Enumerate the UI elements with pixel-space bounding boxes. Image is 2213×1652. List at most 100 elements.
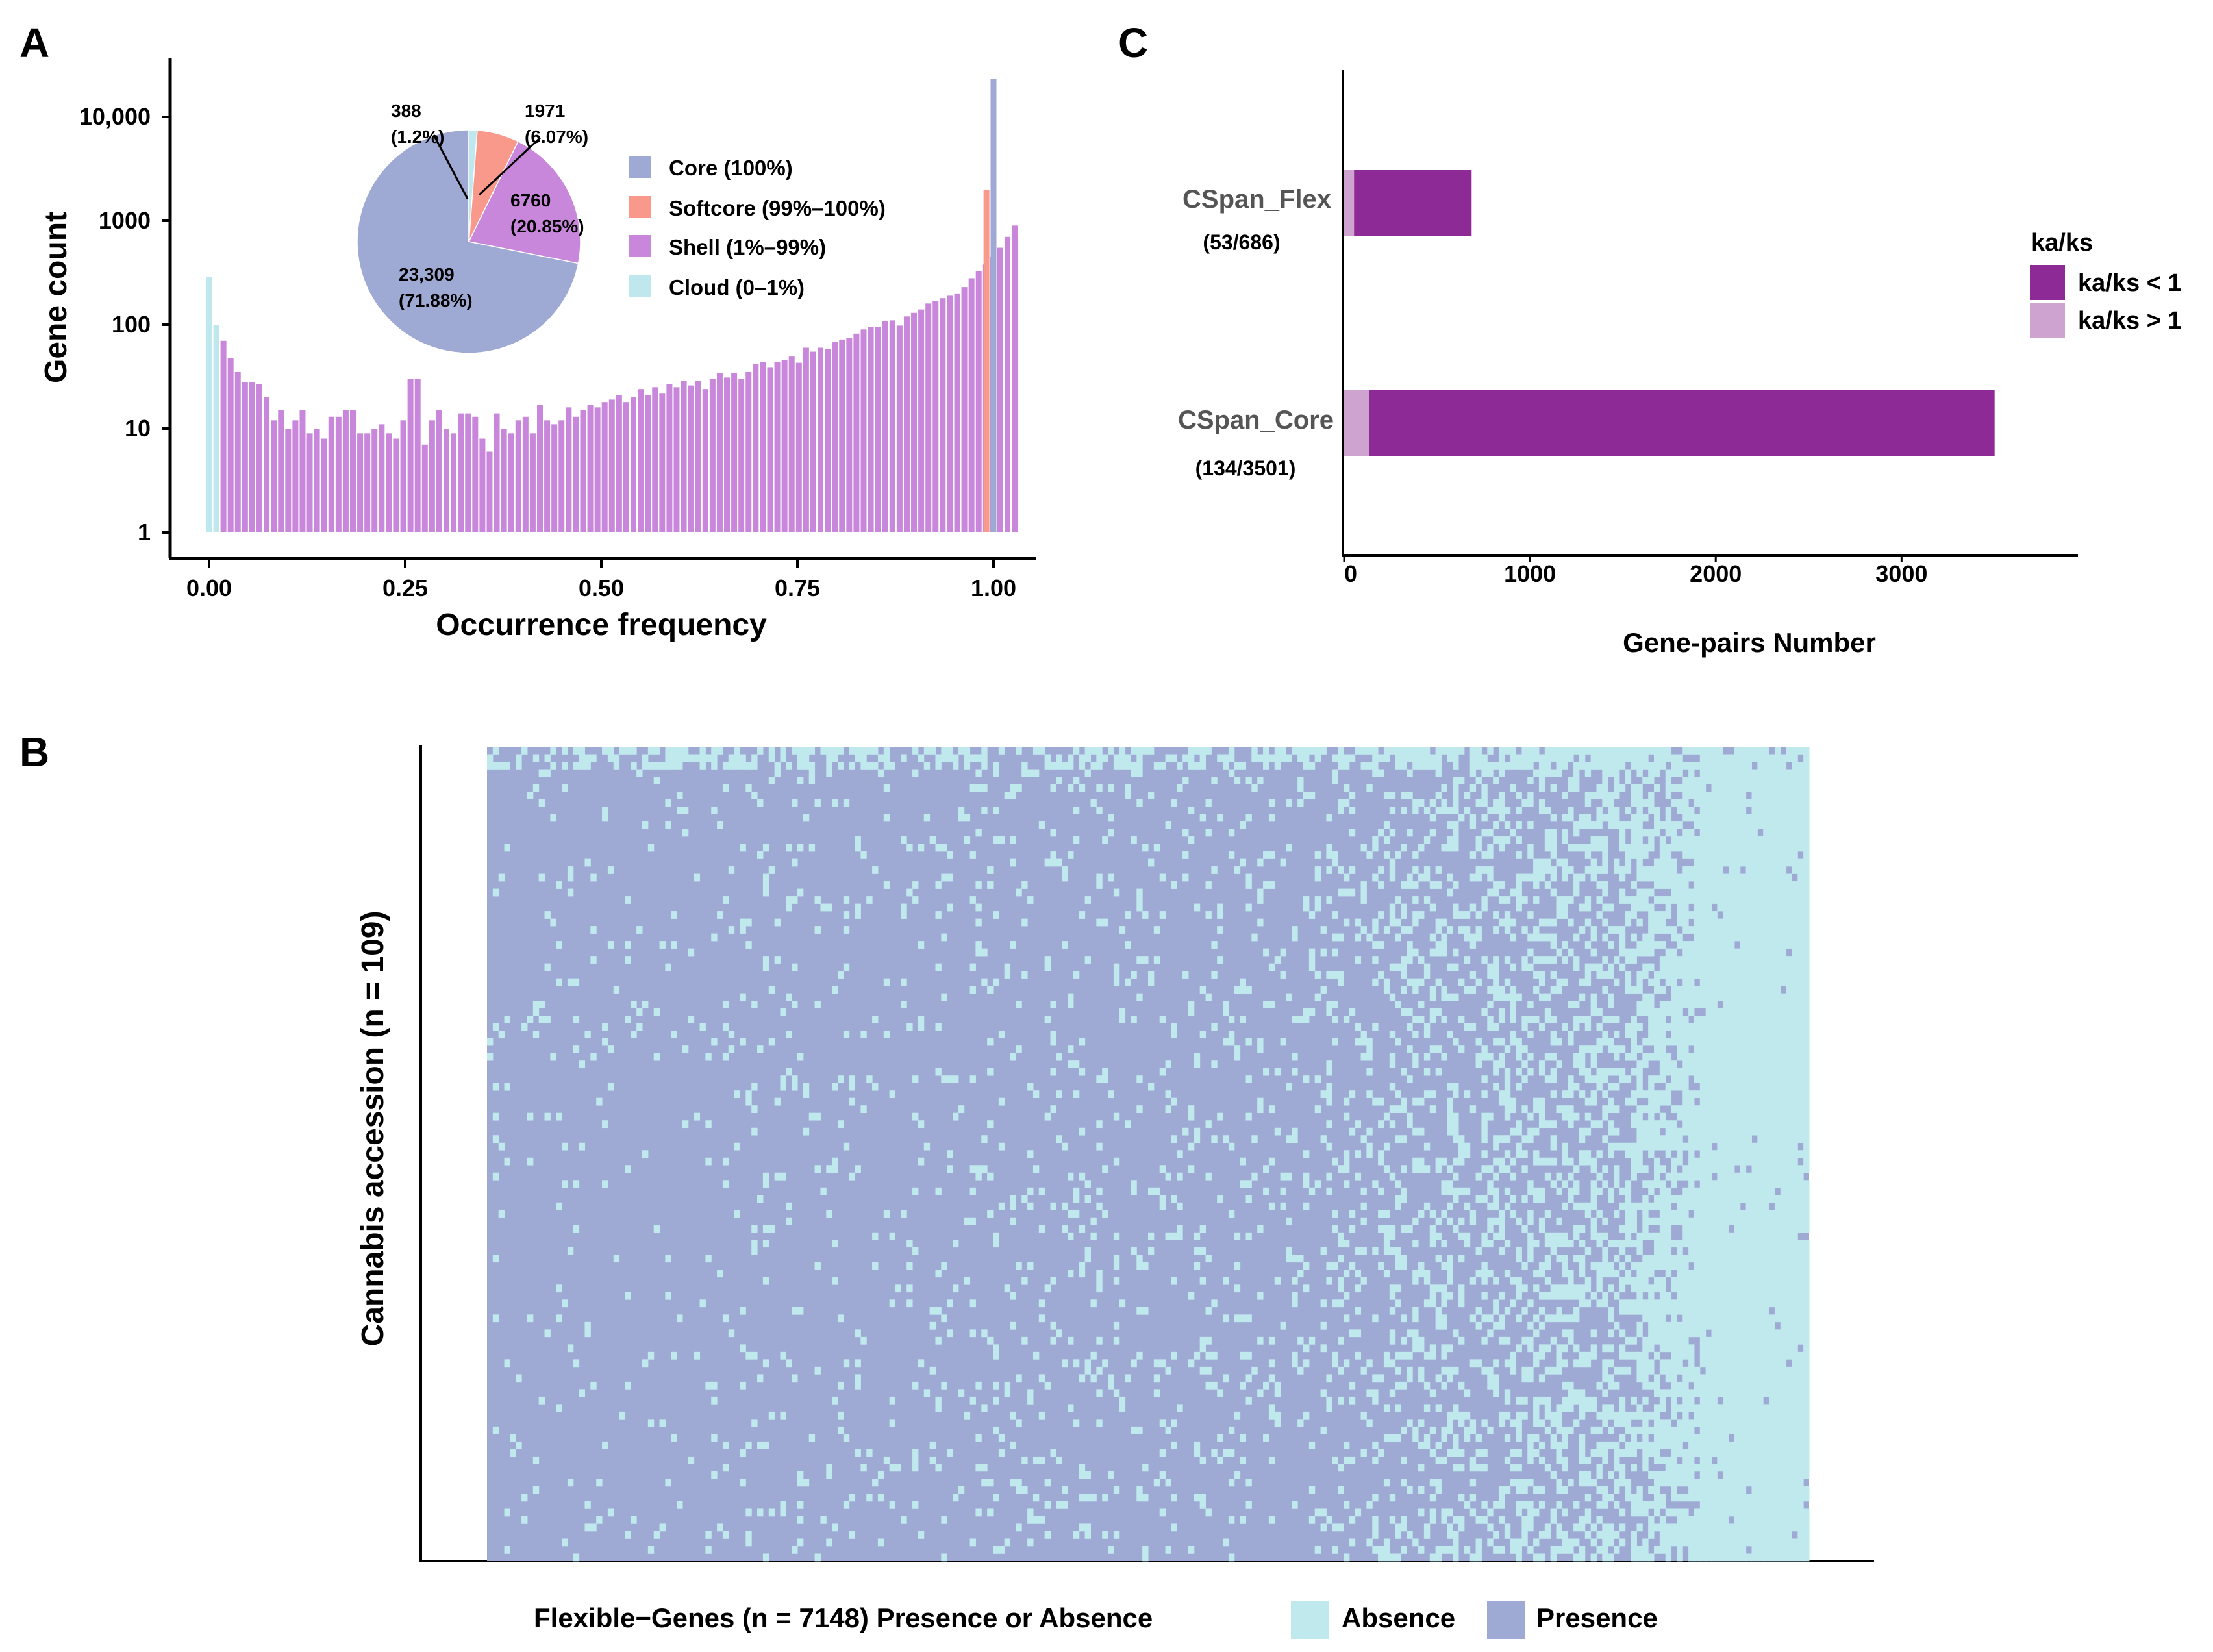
heatmap-absence-cell [1803,1307,1810,1315]
heatmap-absence-cell [1538,1060,1545,1068]
heatmap-absence-cell [1682,1068,1689,1076]
heatmap-absence-cell [1723,1075,1729,1084]
heatmap-absence-cell [797,844,804,852]
heatmap-absence-cell [1734,1090,1741,1099]
heatmap-absence-cell [590,926,597,934]
heatmap-absence-cell [1751,1180,1758,1188]
heatmap-absence-cell [1642,896,1649,904]
heatmap-absence-cell [1487,807,1494,814]
heatmap-absence-cell [1096,762,1103,770]
heatmap-absence-cell [1694,1232,1701,1240]
heatmap-absence-cell [1677,1336,1683,1345]
heatmap-absence-cell [1780,821,1787,829]
heatmap-absence-cell [1136,956,1143,964]
heatmap-absence-cell [1527,1135,1534,1144]
heatmap-absence-cell [1142,1262,1149,1270]
heatmap-absence-cell [1734,1083,1741,1091]
heatmap-absence-cell [1562,1090,1568,1099]
heatmap-absence-cell [1688,1225,1695,1233]
histogram-bar [760,362,766,532]
heatmap-absence-cell [1619,1277,1626,1285]
heatmap-absence-cell [1521,762,1528,770]
heatmap-absence-cell [849,1097,856,1106]
heatmap-absence-cell [1642,851,1649,859]
heatmap-absence-cell [1717,1180,1723,1188]
heatmap-absence-cell [1745,1060,1752,1068]
heatmap-absence-cell [1383,851,1390,859]
heatmap-absence-cell [1797,858,1804,867]
heatmap-absence-cell [1487,866,1494,874]
histogram-bar [882,321,888,532]
heatmap-absence-cell [1786,971,1792,979]
heatmap-absence-cell [1608,799,1614,807]
heatmap-absence-cell [1453,1127,1459,1136]
histogram-bar [551,424,558,532]
heatmap-absence-cell [705,1053,712,1061]
heatmap-absence-cell [1631,821,1637,829]
heatmap-absence-cell [1711,821,1718,829]
heatmap-absence-cell [1729,1202,1735,1210]
heatmap-absence-cell [1068,851,1074,859]
heatmap-absence-cell [1705,777,1712,784]
heatmap-absence-cell [1769,1105,1775,1114]
heatmap-absence-cell [728,762,735,770]
heatmap-absence-cell [1079,1225,1086,1233]
heatmap-absence-cell [1671,1195,1677,1203]
heatmap-absence-cell [1677,1172,1683,1181]
heatmap-absence-cell [498,762,505,770]
heatmap-absence-cell [1596,821,1603,829]
heatmap-absence-cell [1711,1247,1718,1255]
heatmap-absence-cell [1538,866,1545,874]
heatmap-absence-cell [1729,971,1735,979]
heatmap-absence-cell [1717,963,1723,971]
heatmap-absence-cell [1792,911,1798,919]
heatmap-absence-cell [1786,851,1792,859]
heatmap-absence-cell [1636,792,1643,799]
heatmap-absence-cell [1412,1217,1419,1225]
heatmap-absence-cell [1556,1284,1562,1293]
heatmap-absence-cell [1780,1187,1787,1195]
heatmap-absence-cell [1608,1083,1614,1091]
heatmap-absence-cell [1786,1165,1792,1173]
legend-label-core: Core (100%) [669,156,793,180]
heatmap-absence-cell [1550,933,1557,942]
heatmap-absence-cell [1797,896,1804,904]
heatmap-absence-cell [1751,1202,1758,1210]
heatmap-absence-cell [1619,888,1626,897]
heatmap-absence-cell [1729,1314,1735,1323]
heatmap-absence-cell [607,1083,614,1091]
heatmap-absence-cell [1349,792,1356,799]
heatmap-absence-cell [1740,956,1747,964]
heatmap-absence-cell [1717,1321,1723,1330]
heatmap-absence-cell [1774,918,1781,927]
heatmap-absence-cell [705,1255,712,1263]
heatmap-absence-cell [855,836,861,844]
heatmap-absence-cell [1217,1112,1223,1121]
heatmap-absence-cell [1665,1210,1672,1218]
heatmap-absence-cell [1493,911,1499,919]
heatmap-absence-cell [1792,814,1798,822]
heatmap-absence-cell [1297,747,1304,755]
heatmap-absence-cell [1441,784,1447,792]
heatmap-absence-cell [677,1314,683,1323]
heatmap-absence-cell [728,1031,735,1038]
heatmap-absence-cell [1699,851,1707,859]
heatmap-absence-cell [1389,858,1396,867]
heatmap-absence-cell [1562,1262,1568,1270]
heatmap-absence-cell [1803,844,1810,852]
heatmap-absence-cell [1688,1038,1695,1046]
heatmap-absence-cell [1407,1112,1413,1121]
heatmap-absence-cell [969,1329,976,1338]
heatmap-absence-cell [1671,1001,1677,1008]
heatmap-absence-cell [1016,1045,1022,1053]
heatmap-absence-cell [1763,1112,1769,1121]
heatmap-absence-cell [1108,747,1114,755]
heatmap-absence-cell [492,1083,499,1091]
heatmap-absence-cell [998,1097,1005,1106]
heatmap-absence-cell [1469,784,1477,792]
heatmap-absence-cell [1734,807,1741,814]
heatmap-absence-cell [1401,1135,1407,1144]
heatmap-absence-cell [1441,1314,1447,1323]
heatmap-absence-cell [1401,1225,1407,1233]
heatmap-absence-cell [1745,1150,1752,1158]
